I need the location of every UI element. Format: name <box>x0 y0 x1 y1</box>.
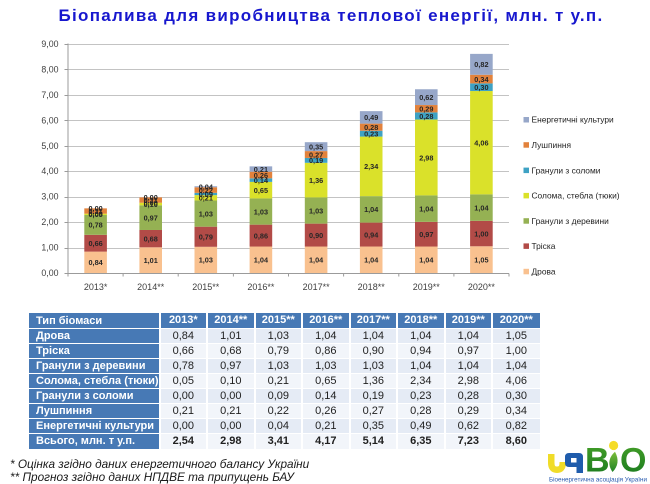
svg-text:0,29: 0,29 <box>419 105 433 114</box>
svg-text:0,21: 0,21 <box>144 196 158 205</box>
svg-text:4,00: 4,00 <box>41 166 58 176</box>
svg-text:0,82: 0,82 <box>474 60 488 69</box>
svg-text:0,27: 0,27 <box>309 150 323 159</box>
svg-text:0,26: 0,26 <box>254 171 268 180</box>
svg-text:2,00: 2,00 <box>41 217 58 227</box>
svg-text:2020**: 2020** <box>468 282 496 292</box>
svg-text:1,03: 1,03 <box>309 206 323 215</box>
svg-text:0,00: 0,00 <box>144 199 158 208</box>
svg-text:0,10: 0,10 <box>144 200 158 209</box>
svg-text:0,00: 0,00 <box>88 210 102 219</box>
svg-text:1,04: 1,04 <box>364 205 379 214</box>
svg-text:4,06: 4,06 <box>474 139 488 148</box>
svg-text:1,36: 1,36 <box>309 176 323 185</box>
svg-text:1,05: 1,05 <box>474 255 488 264</box>
svg-text:1,04: 1,04 <box>364 256 379 265</box>
svg-text:2016**: 2016** <box>247 282 275 292</box>
svg-text:0,05: 0,05 <box>88 210 102 219</box>
svg-text:2,34: 2,34 <box>364 162 379 171</box>
svg-text:0,30: 0,30 <box>474 83 488 92</box>
svg-text:0,19: 0,19 <box>309 156 323 165</box>
svg-text:1,00: 1,00 <box>474 229 488 238</box>
svg-text:2014**: 2014** <box>137 282 165 292</box>
svg-text:1,04: 1,04 <box>419 204 434 213</box>
svg-text:0,90: 0,90 <box>309 231 323 240</box>
svg-text:0,14: 0,14 <box>254 176 269 185</box>
svg-text:Солома, стебла (тюки): Солома, стебла (тюки) <box>532 191 620 201</box>
svg-text:0,97: 0,97 <box>419 230 433 239</box>
svg-text:9,00: 9,00 <box>41 39 58 49</box>
svg-text:1,04: 1,04 <box>474 203 489 212</box>
svg-text:0,94: 0,94 <box>364 230 379 239</box>
svg-text:0,21: 0,21 <box>199 194 213 203</box>
svg-text:0,66: 0,66 <box>88 239 102 248</box>
svg-text:1,04: 1,04 <box>309 256 324 265</box>
svg-text:Енергетичні культури: Енергетичні культури <box>532 115 615 125</box>
svg-text:B: B <box>585 442 610 480</box>
svg-text:2,98: 2,98 <box>419 153 433 162</box>
svg-text:1,04: 1,04 <box>419 256 434 265</box>
svg-text:3,00: 3,00 <box>41 192 58 202</box>
svg-text:2015**: 2015** <box>192 282 220 292</box>
svg-text:0,09: 0,09 <box>199 190 213 199</box>
svg-text:1,04: 1,04 <box>254 256 269 265</box>
svg-text:Гранули з соломи: Гранули з соломи <box>532 165 601 175</box>
svg-text:2018**: 2018** <box>358 282 386 292</box>
svg-text:0,00: 0,00 <box>144 193 158 202</box>
svg-text:6,00: 6,00 <box>41 115 58 125</box>
svg-text:1,03: 1,03 <box>199 209 213 218</box>
svg-text:Дрова: Дрова <box>532 267 556 277</box>
svg-text:0,49: 0,49 <box>364 113 378 122</box>
svg-text:0,00: 0,00 <box>88 204 102 213</box>
svg-text:0,97: 0,97 <box>144 213 158 222</box>
svg-text:1,00: 1,00 <box>41 243 58 253</box>
svg-text:0,28: 0,28 <box>364 123 378 132</box>
svg-text:2017**: 2017** <box>303 282 331 292</box>
svg-text:0,78: 0,78 <box>88 221 102 230</box>
svg-text:0,21: 0,21 <box>88 207 102 216</box>
svg-text:Гранули з деревини: Гранули з деревини <box>532 216 610 226</box>
svg-text:0,04: 0,04 <box>199 183 214 192</box>
svg-text:0,22: 0,22 <box>199 186 213 195</box>
svg-text:5,00: 5,00 <box>41 141 58 151</box>
svg-text:0,23: 0,23 <box>364 130 378 139</box>
svg-text:2013*: 2013* <box>84 282 108 292</box>
svg-text:1,03: 1,03 <box>254 207 268 216</box>
svg-text:O: O <box>620 442 646 480</box>
svg-text:0,34: 0,34 <box>474 75 489 84</box>
svg-text:0,65: 0,65 <box>254 186 268 195</box>
svg-text:0,35: 0,35 <box>309 142 323 151</box>
svg-text:0,62: 0,62 <box>419 93 433 102</box>
svg-text:1,01: 1,01 <box>144 256 158 265</box>
svg-text:0,79: 0,79 <box>199 233 213 242</box>
svg-text:0,86: 0,86 <box>254 231 268 240</box>
svg-text:8,00: 8,00 <box>41 64 58 74</box>
svg-text:0,68: 0,68 <box>144 234 158 243</box>
svg-text:Лушпиння: Лушпиння <box>532 140 572 150</box>
svg-text:0,28: 0,28 <box>419 112 433 121</box>
svg-text:2019**: 2019** <box>413 282 441 292</box>
svg-text:Тріска: Тріска <box>532 241 556 251</box>
svg-text:0,84: 0,84 <box>88 258 103 267</box>
svg-text:7,00: 7,00 <box>41 90 58 100</box>
svg-text:Біоенергетична асоціація Украї: Біоенергетична асоціація України <box>549 475 647 483</box>
svg-text:0,21: 0,21 <box>254 165 268 174</box>
svg-text:1,03: 1,03 <box>199 256 213 265</box>
svg-text:0,00: 0,00 <box>41 268 58 278</box>
